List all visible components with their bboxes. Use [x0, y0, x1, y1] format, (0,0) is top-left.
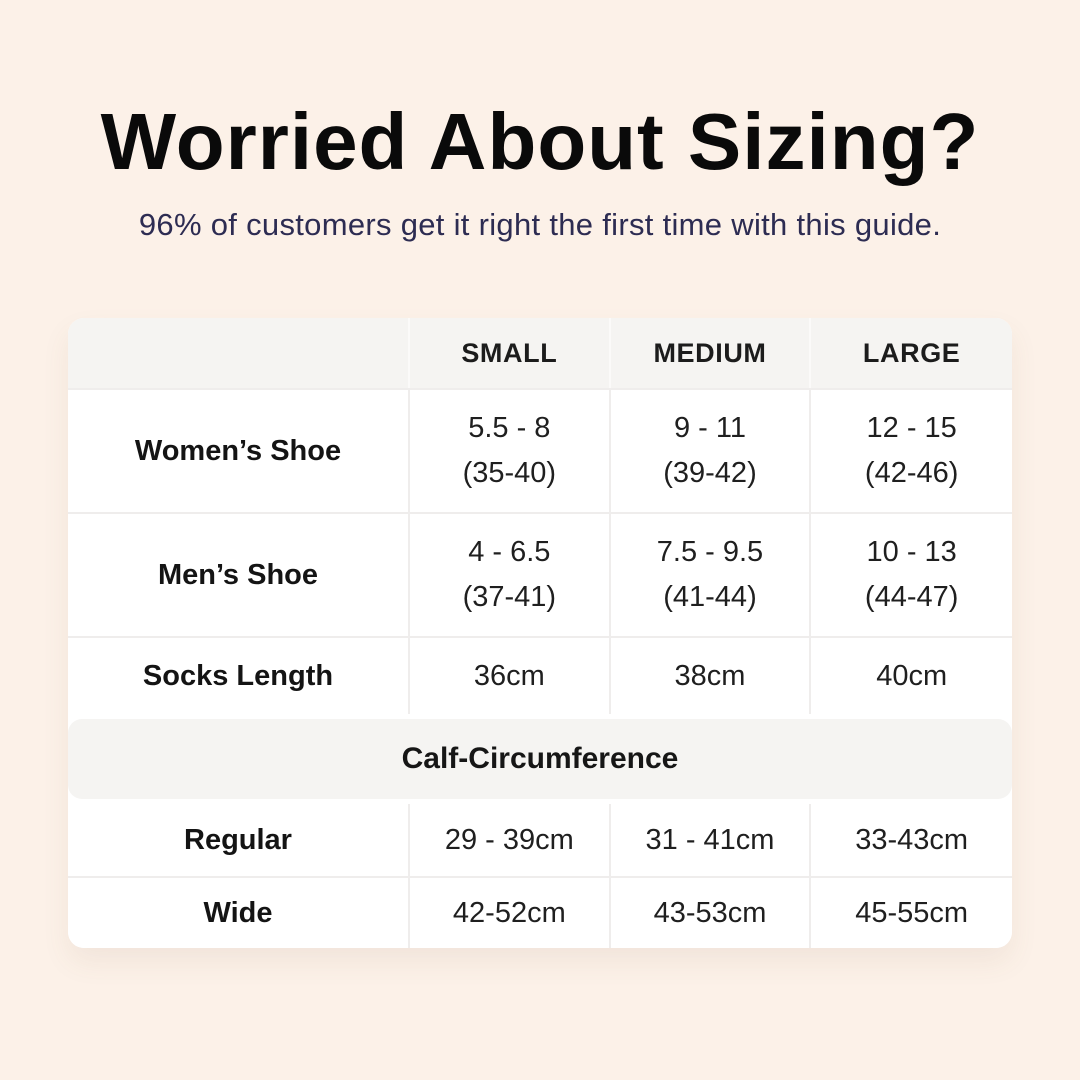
cell-value-line: (39-42) — [663, 457, 757, 489]
cell-value-line: 45-55cm — [855, 896, 969, 929]
cell-mens-small: 4 - 6.5 (37-41) — [410, 514, 611, 636]
cell-value-line: (37-41) — [462, 581, 557, 613]
cell-regular-small: 29 - 39cm — [410, 804, 611, 876]
cell-mens-medium: 7.5 - 9.5 (41-44) — [611, 514, 812, 636]
cell-value-line: (35-40) — [462, 457, 557, 489]
cell-womens-small: 5.5 - 8 (35-40) — [410, 390, 611, 512]
cell-value-line: 36cm — [473, 659, 545, 692]
cell-value-line: (41-44) — [663, 581, 757, 613]
cell-value-line: 42-52cm — [452, 896, 566, 929]
size-chart-table: SMALL MEDIUM LARGE Women’s Shoe 5.5 - 8 … — [68, 318, 1012, 948]
cell-value-line: 5.5 - 8 — [468, 412, 551, 445]
cell-socks-small: 36cm — [410, 638, 611, 714]
page-title: Worried About Sizing? — [100, 97, 980, 186]
table-row-womens-shoe: Women’s Shoe 5.5 - 8 (35-40) 9 - 11 (39-… — [68, 390, 1012, 514]
row-label: Socks Length — [68, 638, 410, 714]
cell-wide-medium: 43-53cm — [611, 878, 812, 948]
table-row-regular: Regular 29 - 39cm 31 - 41cm 33-43cm — [68, 804, 1012, 878]
header-large: LARGE — [862, 337, 961, 368]
table-header-row: SMALL MEDIUM LARGE — [68, 318, 1012, 390]
row-label: Women’s Shoe — [68, 390, 410, 512]
table-row-socks-length: Socks Length 36cm 38cm 40cm — [68, 638, 1012, 714]
header-medium: MEDIUM — [611, 318, 812, 388]
cell-womens-large: 12 - 15 (42-46) — [811, 390, 1012, 512]
cell-wide-small: 42-52cm — [410, 878, 611, 948]
row-label: Regular — [68, 804, 410, 876]
cell-value-line: (42-46) — [864, 457, 959, 489]
cell-value-line: 10 - 13 — [866, 536, 957, 569]
cell-value-line: 4 - 6.5 — [468, 536, 551, 569]
table-row-wide: Wide 42-52cm 43-53cm 45-55cm — [68, 878, 1012, 948]
table-row-mens-shoe: Men’s Shoe 4 - 6.5 (37-41) 7.5 - 9.5 (41… — [68, 514, 1012, 638]
row-label: Wide — [68, 878, 410, 948]
cell-regular-large: 33-43cm — [811, 804, 1012, 876]
cell-value-line: 43-53cm — [653, 896, 767, 929]
calf-circumference-banner: Calf-Circumference — [68, 719, 1012, 799]
cell-value-line: 9 - 11 — [673, 412, 746, 445]
cell-value-line: 7.5 - 9.5 — [656, 536, 764, 569]
cell-socks-medium: 38cm — [611, 638, 812, 714]
cell-socks-large: 40cm — [811, 638, 1012, 714]
cell-value-line: (44-47) — [864, 581, 959, 613]
section-banner-row: Calf-Circumference — [68, 714, 1012, 804]
cell-womens-medium: 9 - 11 (39-42) — [611, 390, 812, 512]
cell-value-line: 38cm — [674, 659, 746, 692]
row-label: Men’s Shoe — [68, 514, 410, 636]
cell-value-line: 31 - 41cm — [645, 823, 775, 856]
cell-value-line: 29 - 39cm — [444, 823, 574, 856]
cell-value-line: 12 - 15 — [866, 412, 957, 445]
cell-value-line: 40cm — [876, 659, 948, 692]
cell-regular-medium: 31 - 41cm — [611, 804, 812, 876]
page-subtitle: 96% of customers get it right the first … — [138, 207, 942, 242]
header-corner-cell — [68, 318, 410, 388]
header-small: SMALL — [410, 318, 611, 388]
cell-value-line: 33-43cm — [855, 823, 969, 856]
cell-mens-large: 10 - 13 (44-47) — [811, 514, 1012, 636]
cell-wide-large: 45-55cm — [811, 878, 1012, 948]
